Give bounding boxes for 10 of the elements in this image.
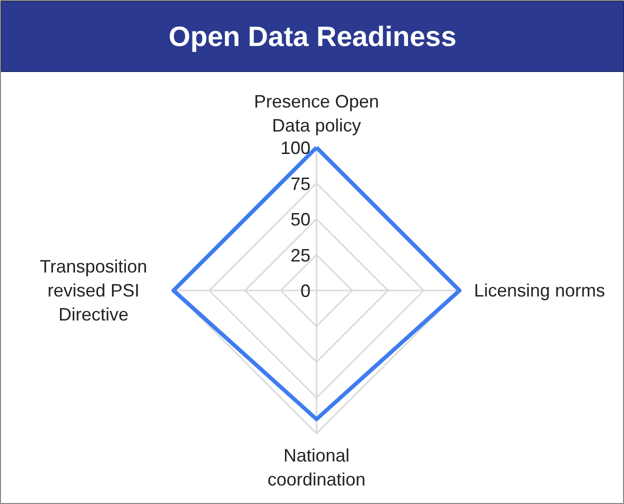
spoke-label: Transposition revised PSI Directive bbox=[40, 256, 148, 324]
y-tick-label: 100 bbox=[280, 138, 311, 158]
y-tick-label: 75 bbox=[290, 174, 311, 194]
spoke-label: Presence Open Data policy bbox=[254, 92, 380, 136]
spoke-label: Licensing norms bbox=[474, 280, 606, 300]
y-tick-label: 50 bbox=[290, 210, 311, 230]
y-tick-label: 25 bbox=[290, 245, 311, 266]
chart-title: Open Data Readiness bbox=[168, 21, 456, 52]
y-tick-label: 0 bbox=[300, 281, 311, 301]
spoke-label: National coordination bbox=[267, 446, 366, 490]
